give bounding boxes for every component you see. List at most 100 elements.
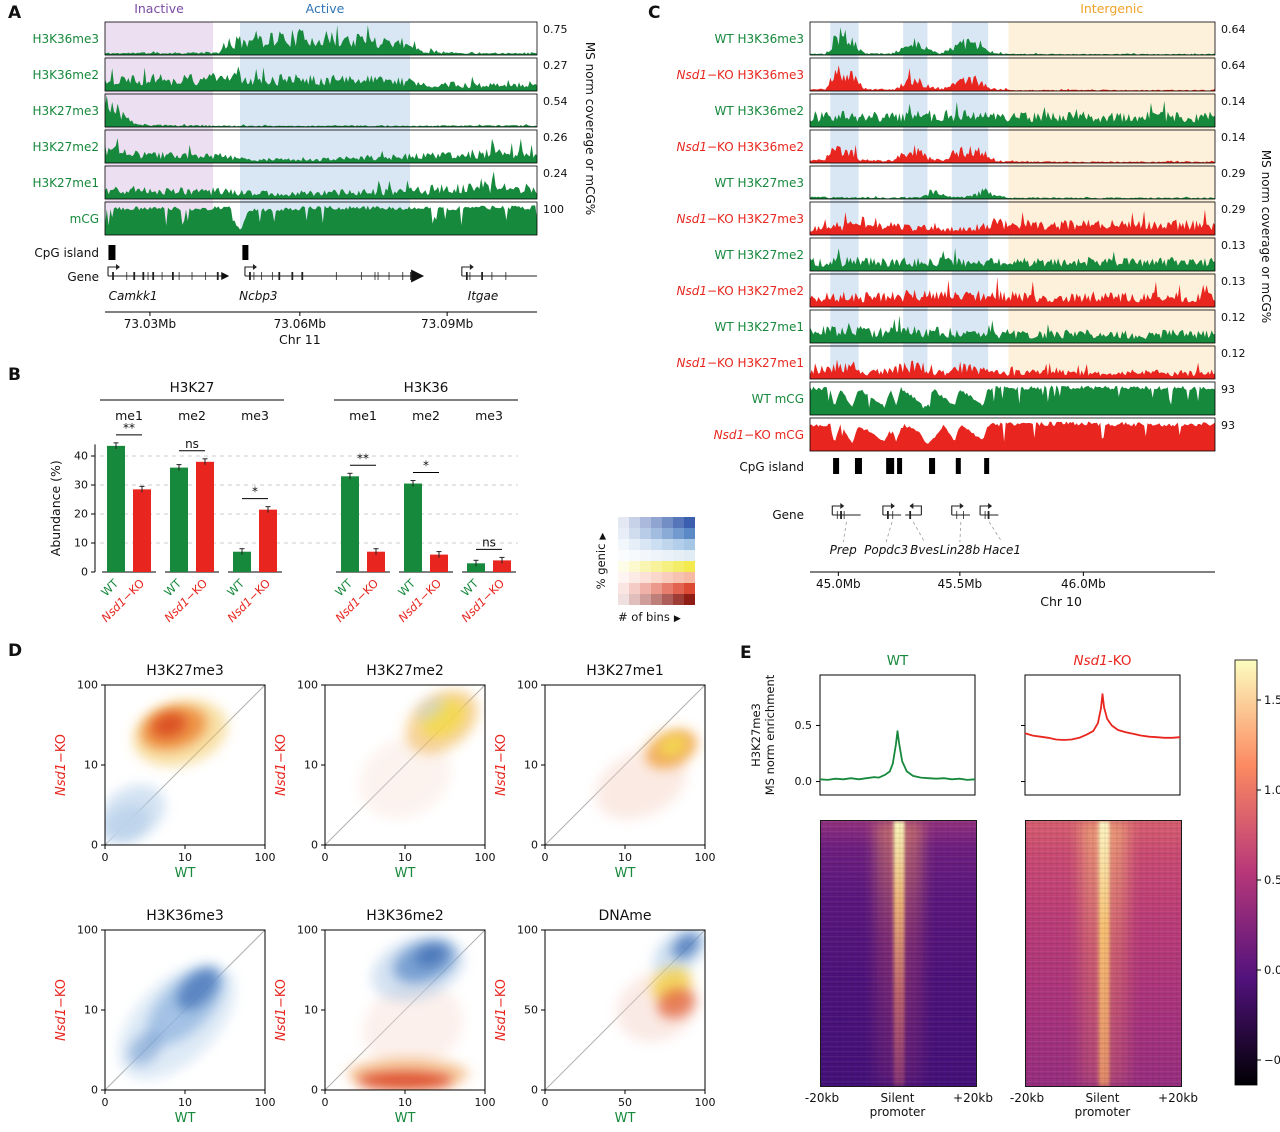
column-title: WT <box>887 653 909 669</box>
track-scale-value: 0.27 <box>543 59 568 72</box>
axis-tick-label: 45.5Mb <box>937 577 982 591</box>
track-label: WT H3K36me2 <box>714 104 804 118</box>
track-label-rest: WT mCG <box>752 392 804 406</box>
heatmap-wt-row-texture <box>821 821 976 1086</box>
track-scale-value: 0.64 <box>1221 23 1246 36</box>
y-axis-title-rest: −KO <box>494 979 509 1008</box>
track-label: WT mCG <box>752 392 804 406</box>
cpg-island-mark <box>984 458 990 474</box>
track-row: mCG 100 <box>70 201 564 236</box>
track-signal <box>810 209 1215 235</box>
track-row: WT H3K27me2 0.13 <box>714 237 1246 272</box>
y-axis-title: Nsd1−KO <box>54 734 69 796</box>
track-label-rest: WT H3K27me3 <box>714 176 804 190</box>
promoter-arrow <box>461 266 470 276</box>
colorbar <box>1234 659 1258 1086</box>
legend-cell <box>662 561 673 572</box>
column-title-rest: -KO <box>1108 653 1132 669</box>
track-frame <box>809 345 1216 380</box>
gene-label-connector <box>912 521 925 543</box>
legend-cell <box>629 561 640 572</box>
y-tick-label: 0 <box>531 1084 538 1097</box>
track-label: Nsd1−KO H3K27me3 <box>676 212 804 226</box>
track-scale-value: 0.13 <box>1221 239 1246 252</box>
gene-name: Hace1 <box>983 543 1021 557</box>
track-signal <box>810 277 1215 307</box>
promoter-arrowhead <box>909 503 914 509</box>
track-label-rest: −KO H3K36me2 <box>707 140 804 154</box>
legend-x-label: # of bins ▶ <box>618 610 681 624</box>
bar-wt <box>467 563 485 572</box>
region-label-active: Active <box>306 1 345 16</box>
y-tick-label: 0 <box>81 566 88 579</box>
track-label: H3K36me3 <box>32 32 99 46</box>
y-tick-label: 0 <box>311 839 318 852</box>
track-signal <box>810 385 1215 415</box>
promoter-arrowhead <box>988 503 993 509</box>
track-scale-value: 0.12 <box>1221 347 1246 360</box>
track-scale-value: 0.75 <box>543 23 568 36</box>
track-label: Nsd1−KO H3K36me2 <box>676 140 804 154</box>
track-label-italic: Nsd1 <box>676 68 706 82</box>
legend-cell <box>662 594 673 605</box>
x-tick-label: 10 <box>178 1096 192 1109</box>
x-tick-label: 10 <box>618 851 632 864</box>
track-label: Nsd1−KO H3K27me2 <box>676 284 804 298</box>
track-scale-value: 0.14 <box>1221 131 1246 144</box>
heatmap-ko-row-texture <box>1026 821 1181 1086</box>
subpanel-label: me2 <box>412 408 440 423</box>
promoter-arrowhead <box>959 503 964 509</box>
x-tick-label: 50 <box>618 1096 632 1109</box>
track-signal <box>105 171 537 199</box>
promoter-arrow <box>831 505 841 515</box>
scatter-title: H3K27me2 <box>366 663 444 679</box>
track-signal <box>810 315 1215 343</box>
legend-cell <box>651 539 662 550</box>
track-label: WT H3K36me3 <box>714 32 804 46</box>
x-tick-label: 10 <box>398 1096 412 1109</box>
legend-cell <box>684 539 695 550</box>
axis-tick-label: 73.06Mb <box>274 317 326 331</box>
legend-cell <box>684 583 695 594</box>
track-label-rest: −KO H3K27me2 <box>707 284 804 298</box>
track-label-rest: −KO mCG <box>744 428 804 442</box>
track-frame <box>104 93 538 128</box>
panel-letter-e: E <box>740 643 752 663</box>
gene-name: Bves <box>910 543 939 557</box>
promoter-arrow <box>882 505 891 515</box>
track-label-rest: WT H3K27me2 <box>714 248 804 262</box>
density-color-legend: % genic ▶ # of bins ▶ <box>594 517 695 624</box>
column-title: Nsd1-KO <box>1074 653 1132 669</box>
track-label: H3K36me2 <box>32 68 99 82</box>
legend-cell <box>640 517 651 528</box>
track-frame <box>809 21 1216 56</box>
legend-cell <box>684 528 695 539</box>
heatmap-x-center-line1: Silent <box>1086 1091 1120 1105</box>
legend-y-arrow-icon: ▶ <box>598 533 608 540</box>
track-label-italic: Nsd1 <box>714 428 744 442</box>
gene-name: Camkk1 <box>109 289 158 303</box>
density-blob-group <box>347 935 470 1090</box>
track-scale-value: 0.26 <box>543 131 568 144</box>
y-tick-label: 100 <box>77 679 98 692</box>
track-label-italic: Nsd1 <box>676 356 706 370</box>
track-label: Nsd1−KO mCG <box>714 428 804 442</box>
promoter-arrow <box>951 505 960 515</box>
bar-ko <box>493 560 511 572</box>
density-blob <box>359 736 451 819</box>
track-row: WT mCG 93 <box>752 381 1235 416</box>
significance-label: ns <box>185 437 199 451</box>
axis-tick-label: 73.03Mb <box>124 317 176 331</box>
legend-cell <box>673 550 684 561</box>
legend-cell <box>673 539 684 550</box>
x-tick-label: 10 <box>178 851 192 864</box>
legend-cell <box>651 572 662 583</box>
genic-region-band <box>951 22 989 379</box>
track-signal <box>810 248 1215 271</box>
legend-cell <box>629 594 640 605</box>
legend-cell <box>629 539 640 550</box>
axis-tick-label: 73.09Mb <box>421 317 473 331</box>
y-axis-title: Nsd1−KO <box>274 979 289 1041</box>
gene-label-connector <box>988 521 1003 543</box>
x-tick-label: 100 <box>695 1096 716 1109</box>
